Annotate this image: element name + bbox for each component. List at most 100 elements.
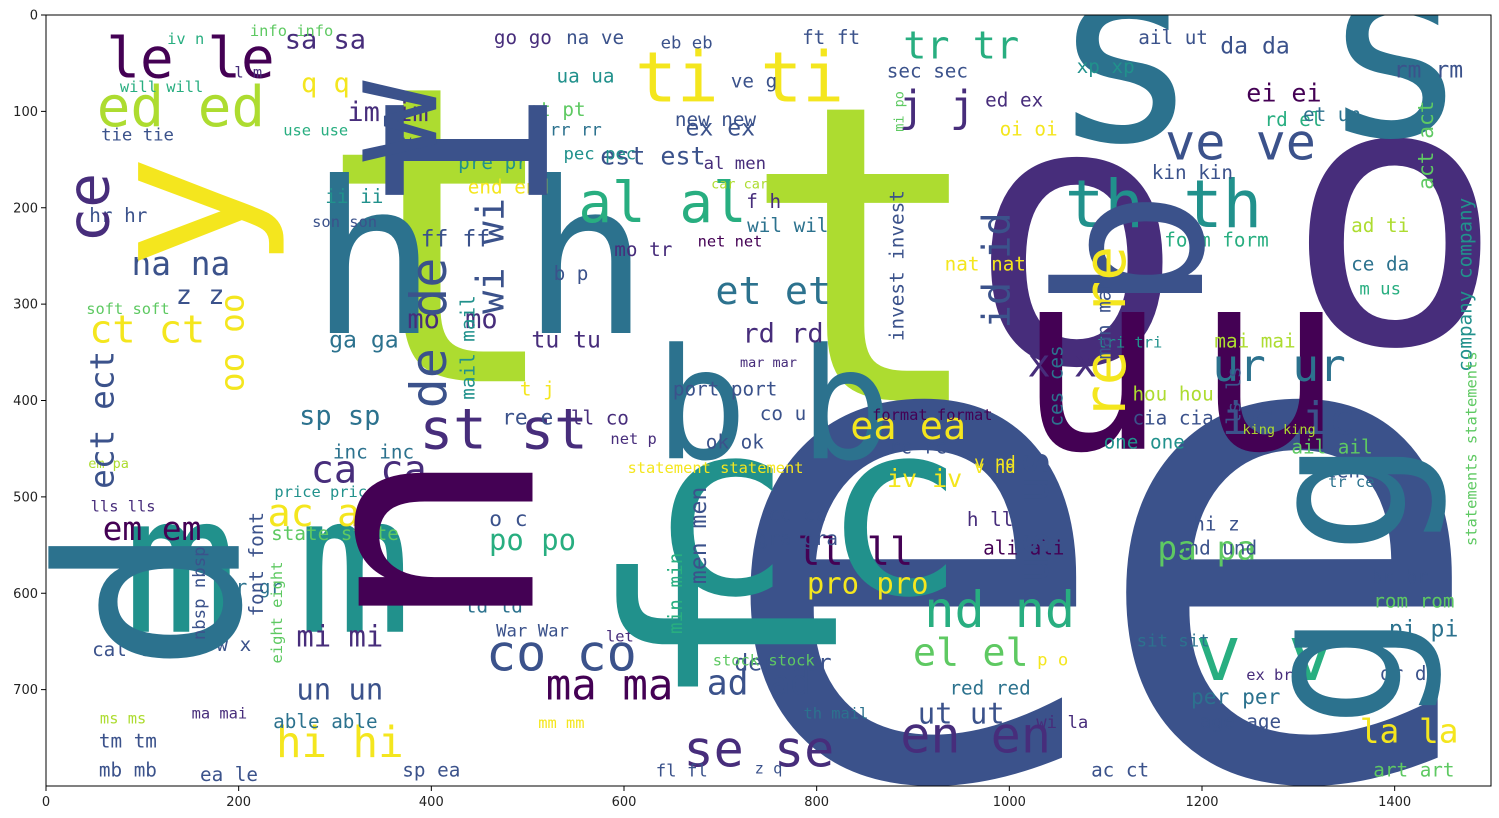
cloud-word: lls lls [91,497,156,515]
x-tick-label: 0 [42,795,50,810]
y-tick-label: 100 [13,105,38,120]
cloud-word: o c [489,506,527,531]
cloud-word: de de [399,258,458,409]
cloud-word: ft ft [802,26,860,49]
cloud-word: act act [1413,100,1438,189]
cloud-word: pre pre [458,151,539,174]
cloud-word: ten ten [1325,460,1406,483]
cloud-word: ect ect [83,351,121,489]
cloud-word: und und [1176,537,1257,560]
y-tick: 400 [13,394,46,409]
cloud-word: pro pro [807,566,929,600]
cloud-word: pec pec [563,145,636,165]
cloud-word: q q [301,68,350,99]
cloud-word: co co [486,623,637,682]
cloud-word: rr rr [550,121,602,141]
cloud-word: h [310,136,438,383]
cloud-word: y [66,155,290,271]
cloud-word: nd nd [924,580,1075,639]
cloud-word: hr hr [89,204,147,227]
cloud-word: b [1014,190,1250,312]
cloud-word: tri tri [1097,334,1162,352]
cloud-word: o [967,23,1187,449]
cloud-word: kin kin [1152,161,1233,184]
x-tick: 800 [804,786,829,810]
cloud-word: net net [698,232,763,250]
cloud-word: xp xp [1077,55,1135,78]
cloud-word: tm tm [99,729,157,752]
cloud-word: port port [673,378,777,401]
cloud-word: td td [465,595,523,618]
cloud-word: f [569,540,905,714]
cloud-word: fl fl [656,761,708,781]
y-tick: 100 [13,105,46,120]
cloud-word: em em [103,510,202,548]
cloud-word: cal cal [92,638,173,661]
cloud-word: oo oo [214,293,252,392]
cloud-word: wil wil [747,214,828,237]
cloud-word: st st [419,398,587,463]
cloud-word: le le [106,27,274,92]
cloud-word: u [1016,217,1167,509]
x-tick-label: 800 [804,795,829,810]
cloud-word: ac ct [1091,758,1149,781]
cloud-word: im im [347,97,428,128]
cloud-word: em pa [88,456,129,472]
cloud-word: ea ea [850,404,966,449]
cloud-word: mo [465,304,498,335]
y-tick-label: 0 [30,9,38,24]
cloud-word: use use [283,122,348,140]
cloud-word: gr gr [224,575,282,598]
cloud-word: will will [120,78,203,96]
cloud-word: p o [1037,651,1068,671]
cloud-word: sec sec [887,60,968,83]
cloud-word: al al [578,171,746,236]
cloud-word: e [1086,151,1492,818]
cloud-word: f h [746,190,781,213]
x-tick-label: 600 [612,795,637,810]
cloud-word: statements statements [1463,351,1481,546]
cloud-word: t [740,17,989,499]
cloud-word: m [296,454,412,678]
cloud-word: rom rom [1373,590,1454,613]
cloud-word: hi z [1193,513,1239,536]
cloud-word: statement statement [627,459,803,477]
cloud-word: z z [176,280,225,311]
y-axis-ticks: 0 100 200 300 400 500 600 700 [13,9,46,698]
x-tick-label: 1400 [1378,795,1411,810]
cloud-word: l m [234,64,262,82]
cloud-word: rm rm [1394,58,1464,84]
cloud-word: oi oi [1000,118,1058,141]
cloud-word: age age [1200,710,1281,733]
y-tick-label: 400 [13,394,38,409]
y-tick: 0 [30,9,46,24]
cloud-word: company company [1454,198,1477,372]
cloud-word: cc cc [768,503,826,526]
cloud-word: iv n [167,30,204,48]
cloud-word: v nd [974,458,1016,478]
cloud-word: th mail [803,705,868,723]
cloud-word: b [799,316,892,495]
cloud-word: hou hou [1132,383,1213,406]
cloud-word: dr dr [1380,662,1438,685]
cloud-word: na ve [566,26,624,49]
cloud-word: et et [715,269,831,314]
cloud-word: rc rc [889,436,947,459]
cloud-word: ii ii [325,185,383,208]
cloud-word: ail ut [1138,26,1208,49]
cloud-word: net p [610,430,656,448]
cloud-word: g [1226,439,1450,555]
cloud-word: tr tr [903,23,1019,68]
cloud-word: ca ca [311,447,427,492]
cloud-word: re re [1071,246,1139,420]
cloud-word: sa sa [285,25,366,56]
cloud-word: mb mb [99,758,157,781]
y-tick-label: 700 [13,683,38,698]
cloud-word: mo [407,304,440,335]
cloud-word: eight eight [268,562,286,664]
cloud-word: ma ma [546,660,674,709]
cloud-word: n [238,444,608,635]
y-tick: 700 [13,683,46,698]
cloud-word: c [648,369,793,650]
cloud-word: ve ve [1165,113,1316,172]
